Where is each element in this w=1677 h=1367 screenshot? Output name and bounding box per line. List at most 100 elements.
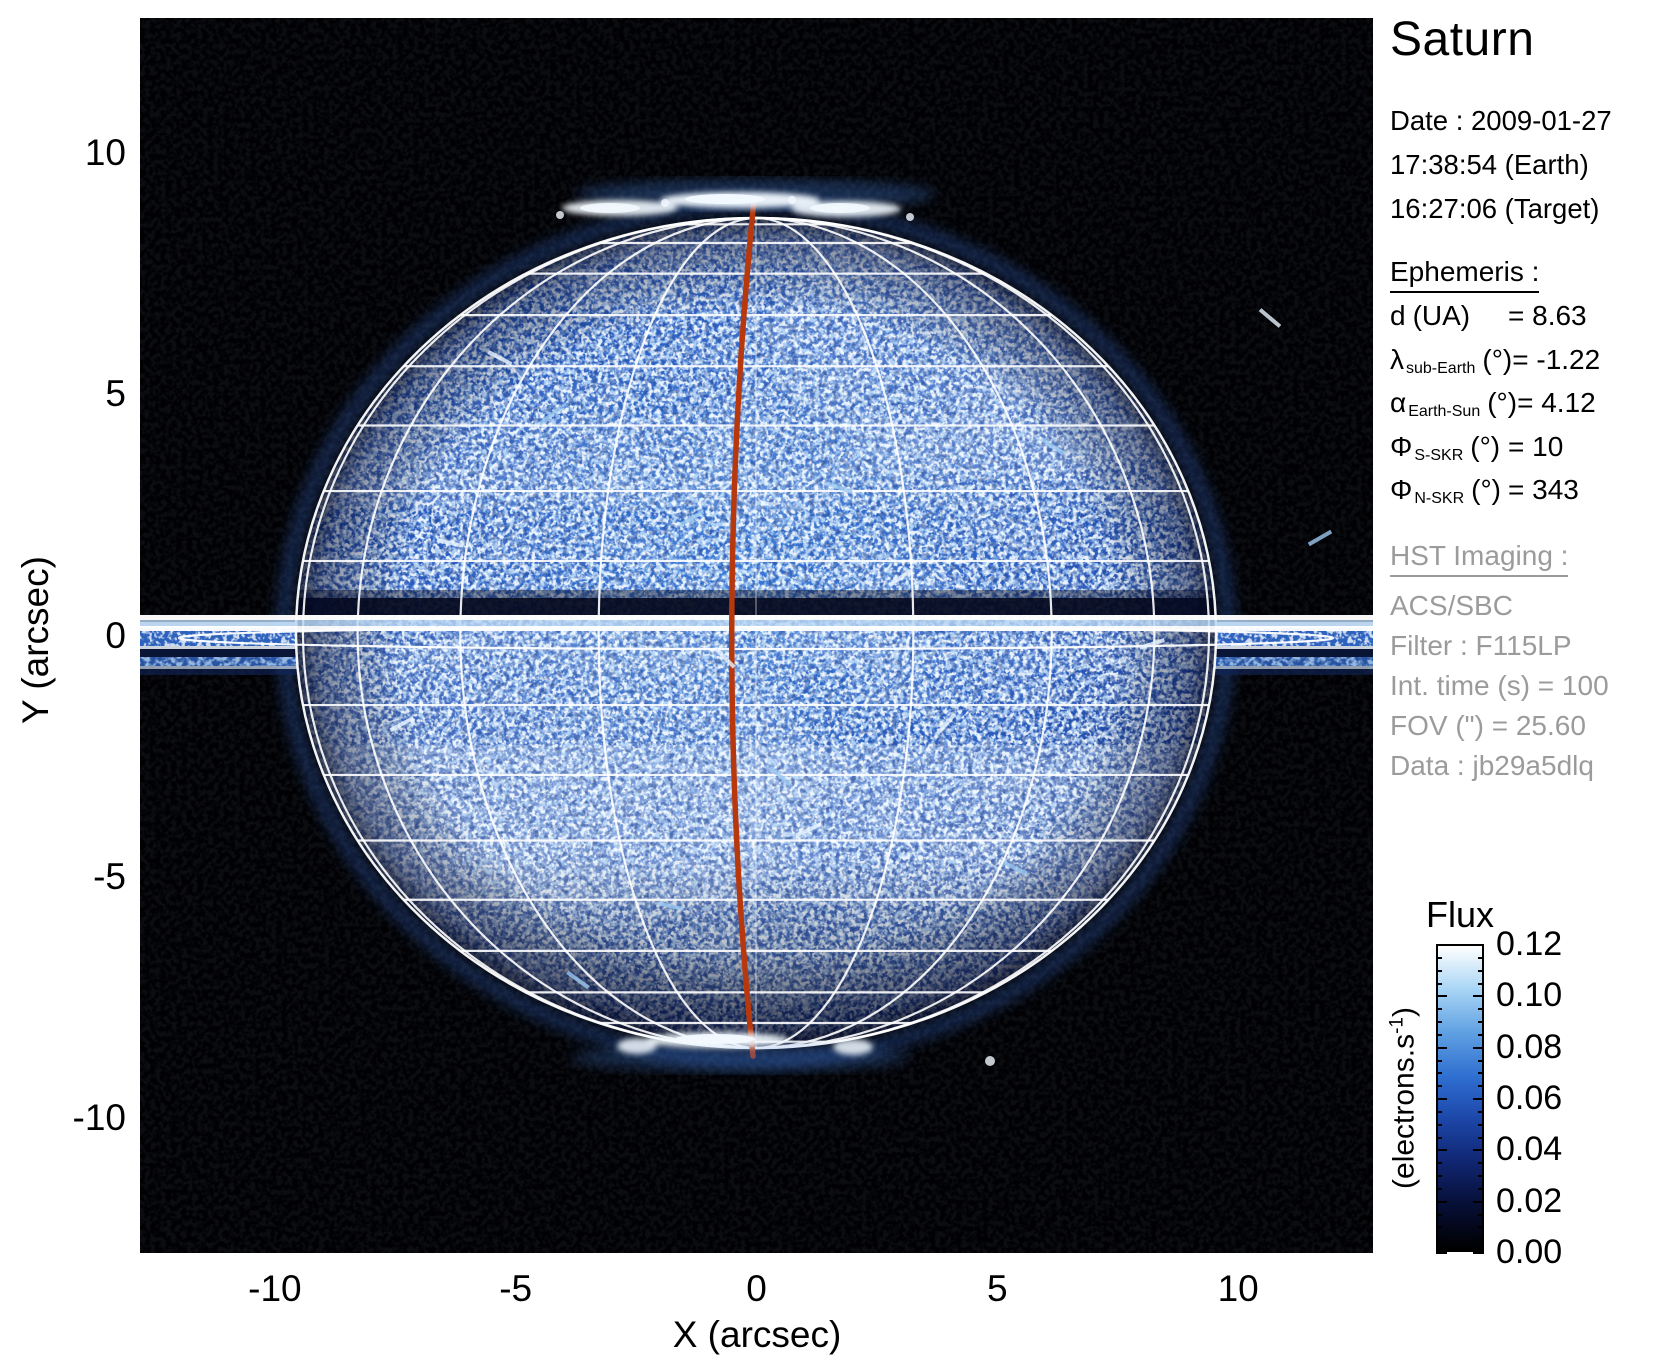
ephemeris-symbol: d bbox=[1390, 300, 1406, 331]
colorbar-tick bbox=[1436, 1059, 1442, 1062]
central-meridian-line bbox=[729, 197, 757, 1059]
colorbar-tick bbox=[1436, 944, 1447, 946]
colorbar-title: Flux bbox=[1425, 894, 1494, 935]
ephemeris-row: Φ N-SKR (°) = 343 bbox=[1390, 474, 1600, 518]
hst-imaging-line: Filter : F115LP bbox=[1390, 630, 1572, 661]
colorbar-tick bbox=[1436, 1162, 1442, 1165]
ephemeris-row: λ sub-Earth (°) = -1.22 bbox=[1390, 344, 1600, 388]
observation-date: Date : 2009-01-27 bbox=[1390, 105, 1612, 136]
meridian-line bbox=[597, 216, 757, 1050]
colorbar-tick bbox=[1473, 944, 1484, 946]
colorbar-tick bbox=[1478, 1213, 1484, 1216]
ephemeris-unit: (°) bbox=[1471, 474, 1501, 505]
colorbar-tick-label: 0.00 bbox=[1496, 1233, 1563, 1271]
ephemeris-row: d (UA) = 8.63 bbox=[1390, 300, 1600, 344]
south-aurora-patch bbox=[833, 1039, 873, 1055]
meridian-line bbox=[755, 216, 1053, 1050]
meridian-line bbox=[356, 216, 757, 1050]
colorbar-tick bbox=[1478, 1110, 1484, 1113]
colorbar-unit-sup: -1 bbox=[1386, 1017, 1408, 1034]
colorbar-tick-label: 0.12 bbox=[1496, 925, 1563, 963]
ephemeris-symbol: λ bbox=[1390, 343, 1404, 375]
colorbar-tick bbox=[1478, 1136, 1484, 1139]
colorbar-tick bbox=[1478, 1175, 1484, 1177]
meridian-line bbox=[755, 216, 915, 1050]
cosmic-ray-streak bbox=[389, 716, 415, 732]
south-aurora-patch bbox=[617, 1038, 657, 1054]
colorbar-tick bbox=[1436, 1098, 1447, 1100]
colorbar-tick bbox=[1436, 982, 1442, 985]
colorbar-tick bbox=[1473, 1149, 1484, 1152]
colorbar-tick bbox=[1478, 1059, 1484, 1062]
meridian-line bbox=[301, 216, 757, 1050]
ephemeris-rows: d (UA) = 8.63 λ sub-Earth (°) = -1.22 α Earth-Su… bbox=[1390, 300, 1600, 518]
observation-block: Date : 2009-01-27 17:38:54 (Earth) 16:27… bbox=[1390, 99, 1612, 231]
colorbar-tick bbox=[1436, 1239, 1442, 1242]
y-tick-label: -10 bbox=[72, 1096, 126, 1138]
x-tick-label: 10 bbox=[1217, 1268, 1259, 1309]
x-tick-label: -5 bbox=[499, 1268, 533, 1309]
colorbar-tick bbox=[1478, 1021, 1484, 1023]
ephemeris-value: = 343 bbox=[1508, 474, 1579, 505]
ephemeris-value: = 4.12 bbox=[1517, 387, 1596, 418]
colorbar-unit-prefix: (electrons.s bbox=[1387, 1033, 1421, 1189]
cosmic-ray-streak bbox=[487, 350, 513, 366]
cosmic-ray-streak bbox=[888, 568, 912, 588]
aurora bbox=[556, 179, 995, 1072]
hst-imaging-heading-text: HST Imaging : bbox=[1390, 540, 1569, 577]
cosmic-ray-streak bbox=[538, 406, 562, 426]
ring-front-lines bbox=[140, 615, 1373, 651]
cosmic-ray-streak bbox=[1002, 860, 1028, 876]
cosmic-ray-streak bbox=[935, 713, 957, 735]
colorbar-tick bbox=[1473, 1098, 1484, 1100]
observation-target-time: 16:27:06 (Target) bbox=[1390, 193, 1600, 224]
colorbar-tick bbox=[1478, 969, 1484, 972]
colorbar-unit-suffix: ) bbox=[1387, 1007, 1421, 1018]
ephemeris-unit: (°) bbox=[1482, 343, 1513, 375]
colorbar-tick bbox=[1478, 982, 1484, 985]
observation-earth-time: 17:38:54 (Earth) bbox=[1390, 149, 1589, 180]
ephemeris-quantity: d (UA) bbox=[1390, 300, 1508, 332]
cosmic-ray-streak bbox=[1258, 308, 1282, 328]
ephemeris-quantity: Φ S-SKR (°) bbox=[1390, 430, 1508, 464]
colorbar-tick bbox=[1473, 1200, 1484, 1203]
colorbar-tick bbox=[1436, 1136, 1442, 1139]
hst-imaging-lines: ACS/SBC Filter : F115LP Int. time (s) = 10… bbox=[1390, 586, 1609, 786]
ephemeris-quantity: λ sub-Earth (°) bbox=[1390, 343, 1513, 377]
cosmic-ray-streak bbox=[795, 822, 821, 838]
ephemeris-heading-text: Ephemeris : bbox=[1390, 256, 1540, 293]
colorbar-tick bbox=[1478, 1072, 1484, 1075]
ephemeris-symbol: Φ bbox=[1390, 430, 1413, 462]
ephemeris-symbol: α bbox=[1390, 387, 1407, 418]
ephemeris-row: α Earth-Sun (°) = 4.12 bbox=[1390, 387, 1600, 431]
colorbar-tick bbox=[1436, 1021, 1442, 1023]
hst-imaging-line: ACS/SBC bbox=[1390, 590, 1513, 621]
ephemeris-subscript: Earth-Sun bbox=[1408, 403, 1481, 420]
cosmic-ray-streaks bbox=[389, 308, 1333, 990]
ephemeris-subscript: N-SKR bbox=[1414, 490, 1465, 507]
x-axis-label: X (arcsec) bbox=[672, 1314, 842, 1355]
hst-imaging-line: FOV (") = 25.60 bbox=[1390, 710, 1586, 741]
y-tick-label: 0 bbox=[105, 614, 126, 656]
saturn-image-plot bbox=[140, 18, 1373, 1253]
meridian-line bbox=[459, 216, 757, 1050]
colorbar-tick bbox=[1436, 1175, 1442, 1177]
ephemeris-unit: (°) bbox=[1470, 430, 1501, 462]
meridian-line bbox=[755, 216, 1156, 1050]
colorbar-tick bbox=[1436, 1072, 1442, 1075]
colorbar-tick bbox=[1436, 1149, 1447, 1152]
cosmic-ray-streak bbox=[1139, 638, 1165, 650]
colorbar-tick bbox=[1478, 1239, 1484, 1242]
colorbar-tick-label: 0.06 bbox=[1496, 1079, 1563, 1117]
hst-imaging-line: Int. time (s) = 100 bbox=[1390, 670, 1609, 701]
colorbar-tick bbox=[1436, 1200, 1447, 1203]
y-axis-label: Y (arcsec) bbox=[15, 556, 56, 724]
ephemeris-subscript: S-SKR bbox=[1414, 446, 1464, 464]
colorbar-tick bbox=[1436, 1085, 1442, 1088]
x-tick-label: 0 bbox=[746, 1268, 767, 1309]
cosmic-ray-streak bbox=[714, 647, 736, 669]
colorbar-tick-label: 0.02 bbox=[1496, 1181, 1563, 1220]
colorbar-tick bbox=[1436, 1213, 1442, 1216]
inner-ring-edge-ellipse bbox=[177, 625, 1335, 651]
ephemeris-value: = -1.22 bbox=[1512, 343, 1601, 375]
